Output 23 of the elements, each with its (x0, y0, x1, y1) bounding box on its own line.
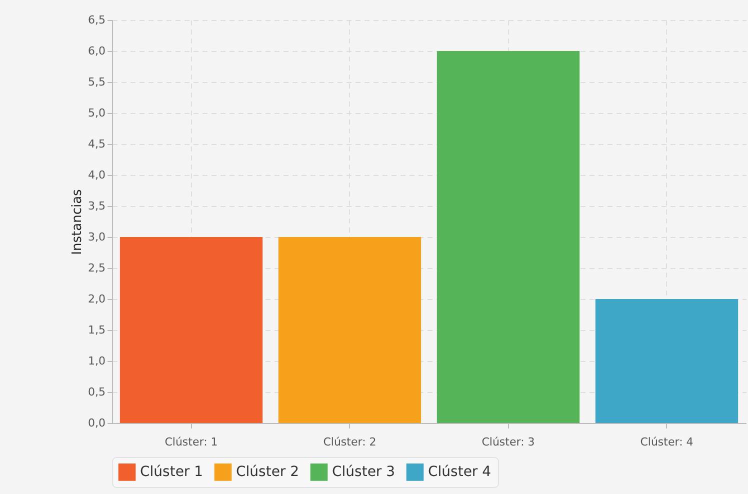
legend-label: Clúster 3 (332, 464, 396, 480)
y-tick-label: 2,5 (88, 262, 106, 274)
y-axis-title: Instancias (70, 188, 86, 255)
y-tick-label: 0,5 (88, 386, 106, 398)
legend-label: Clúster 1 (140, 464, 204, 480)
x-tick-label: Clúster: 1 (164, 436, 218, 448)
x-tick-label: Clúster: 4 (640, 436, 694, 448)
y-tick-label: 2,0 (88, 292, 106, 306)
y-tick-label: 6,5 (88, 14, 106, 26)
x-tick-label: Clúster: 3 (482, 436, 535, 448)
y-tick-label: 3,5 (88, 200, 106, 212)
legend-label: Clúster 4 (428, 464, 492, 480)
legend-label: Clúster 2 (236, 464, 300, 480)
x-tick-label: Clúster: 2 (323, 436, 376, 448)
y-tick-label: 1,0 (88, 354, 106, 368)
y-tick-label: 5,0 (88, 106, 106, 120)
y-tick-label: 4,0 (88, 168, 106, 182)
y-tick-label: 0,0 (88, 416, 106, 430)
y-tick-label: 4,5 (88, 138, 106, 150)
y-tick-label: 5,5 (88, 76, 106, 88)
y-tick-label: 1,5 (88, 324, 106, 336)
y-tick-label: 3,0 (88, 230, 106, 244)
y-tick-label: 6,0 (88, 44, 106, 58)
